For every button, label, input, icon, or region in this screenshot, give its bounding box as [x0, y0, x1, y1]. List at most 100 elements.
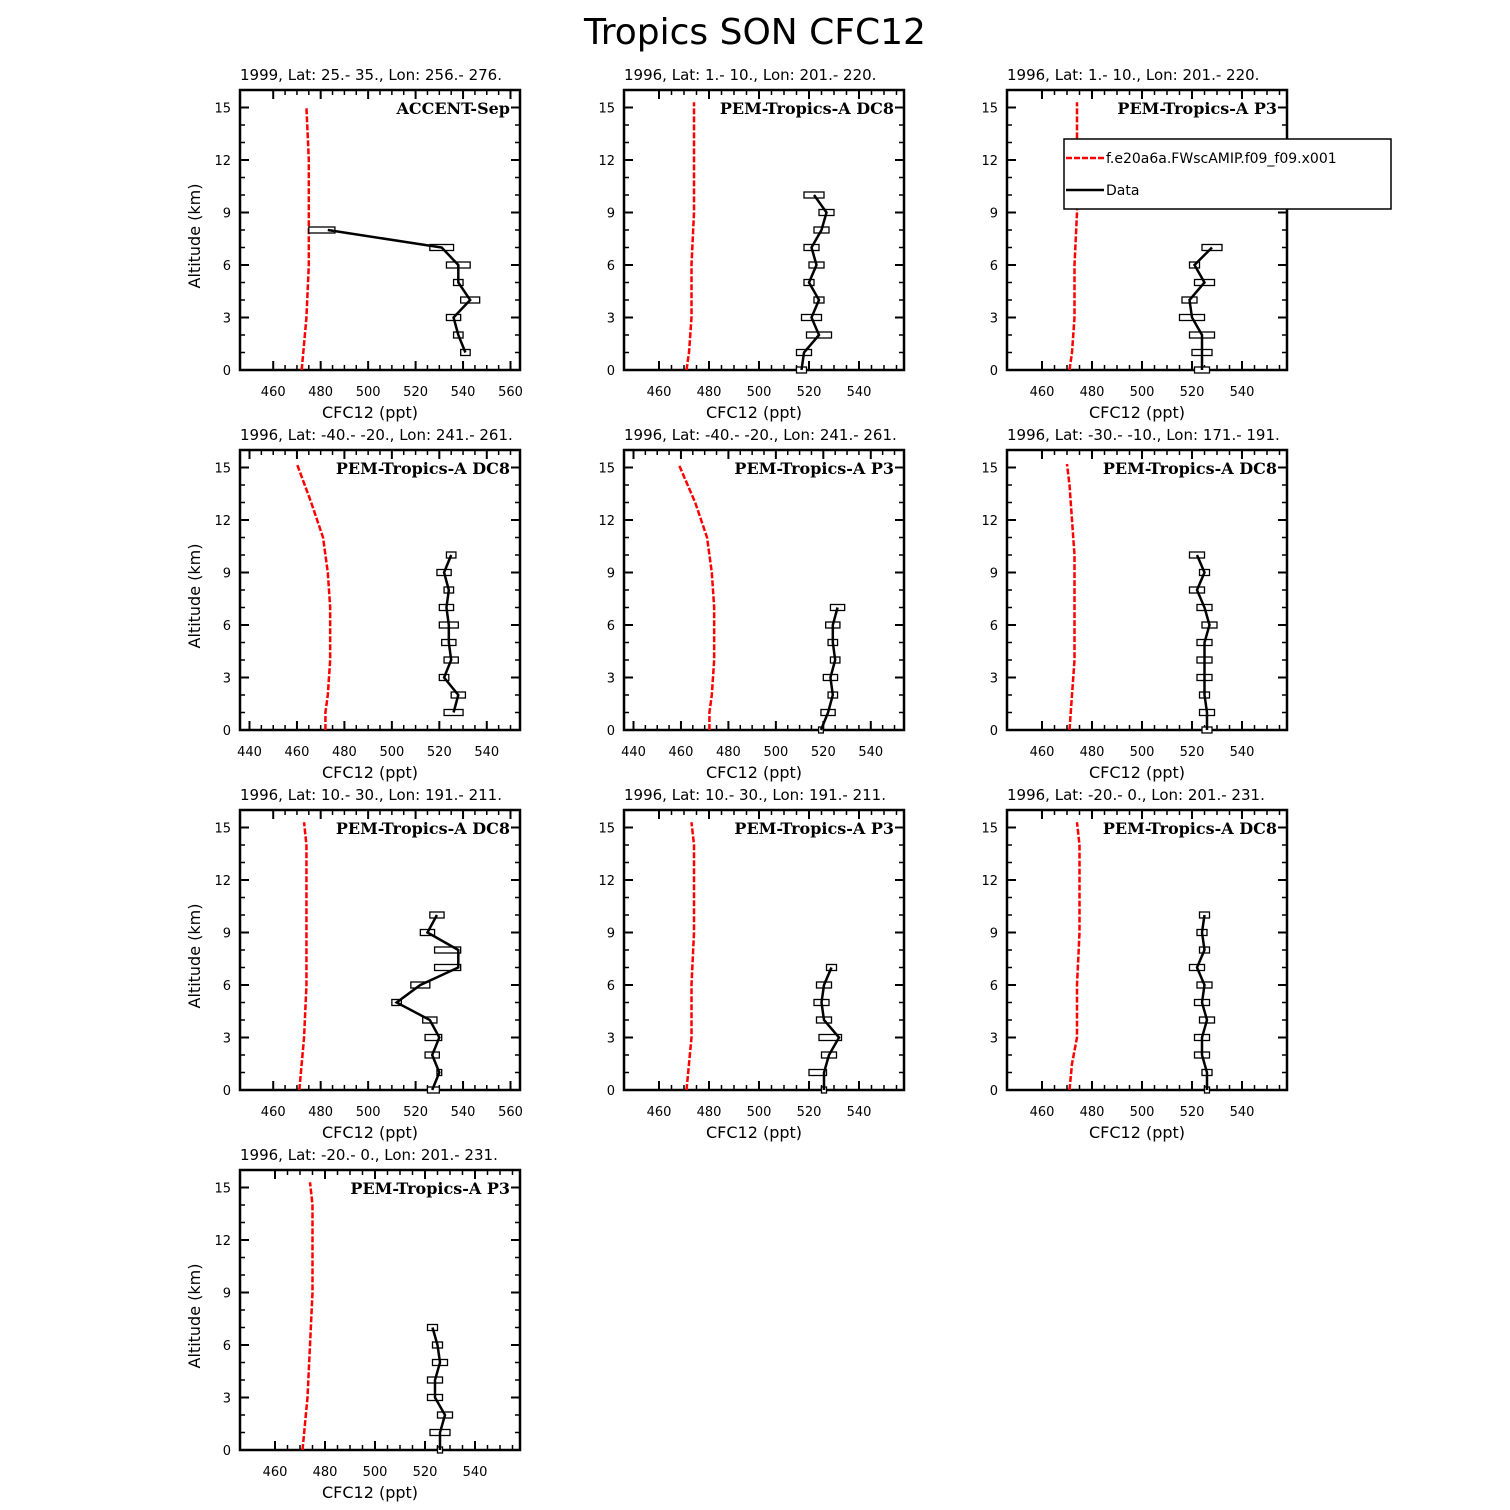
- x-axis-label: CFC12 (ppt): [1089, 403, 1185, 422]
- x-tick-label: 460: [1030, 385, 1055, 400]
- data-line: [800, 194, 828, 371]
- y-tick-label: 15: [214, 822, 231, 837]
- x-tick-label: 460: [1030, 1105, 1055, 1120]
- y-tick-label: 3: [607, 672, 615, 687]
- campaign-label: PEM-Tropics-A DC8: [1103, 819, 1277, 838]
- y-tick-label: 15: [981, 822, 998, 837]
- y-tick-label: 12: [598, 154, 615, 169]
- y-tick-label: 9: [990, 567, 998, 582]
- panel-2: 0 3 6 9 12 15 460 480 500 520 540 1996, Lat: 1.- 10…: [598, 66, 906, 422]
- plot-frame: [1005, 808, 1289, 1092]
- x-tick-label: 480: [332, 745, 357, 760]
- x-tick-label: 460: [1030, 745, 1055, 760]
- x-tick-label: 480: [1080, 385, 1105, 400]
- data-line: [820, 967, 841, 1090]
- x-tick-label: 500: [747, 385, 772, 400]
- x-tick-label: 500: [356, 1105, 381, 1120]
- y-tick-label: 12: [214, 514, 231, 529]
- panel-subtitle: 1996, Lat: -20.- 0., Lon: 201.- 231.: [240, 1146, 498, 1164]
- x-tick-label: 480: [716, 745, 741, 760]
- y-axis-label: Altitude (km): [185, 544, 204, 649]
- y-tick-label: 6: [607, 619, 615, 634]
- x-tick-label: 500: [747, 1105, 772, 1120]
- y-tick-label: 15: [981, 462, 998, 477]
- y-tick-label: 9: [607, 207, 615, 222]
- y-tick-label: 9: [223, 567, 231, 582]
- x-tick-label: 500: [356, 385, 381, 400]
- plot-frame: [622, 88, 906, 372]
- x-tick-label: 520: [1180, 385, 1205, 400]
- x-tick-label: 440: [237, 745, 262, 760]
- y-tick-label: 12: [598, 874, 615, 889]
- x-tick-label: 540: [847, 1105, 872, 1120]
- y-tick-label: 12: [214, 1234, 231, 1249]
- y-tick-label: 6: [223, 979, 231, 994]
- x-tick-label: 540: [847, 385, 872, 400]
- legend: f.e20a6a.FWscAMIP.f09_f09.x001 Data: [1063, 138, 1392, 210]
- x-axis-label: CFC12 (ppt): [1089, 1123, 1185, 1142]
- x-tick-label: 460: [261, 1105, 286, 1120]
- legend-data-label: Data: [1106, 183, 1139, 199]
- panel-subtitle: 1996, Lat: 1.- 10., Lon: 201.- 220.: [624, 66, 876, 84]
- y-tick-label: 0: [990, 364, 998, 379]
- x-tick-label: 560: [498, 385, 523, 400]
- model-line: [677, 463, 716, 730]
- y-tick-label: 6: [990, 979, 998, 994]
- x-axis-label: CFC12 (ppt): [322, 1123, 418, 1142]
- model-line: [295, 463, 332, 730]
- x-axis-label: CFC12 (ppt): [706, 1123, 802, 1142]
- x-tick-label: 500: [1130, 1105, 1155, 1120]
- y-tick-label: 6: [990, 619, 998, 634]
- panel-subtitle: 1996, Lat: -40.- -20., Lon: 241.- 261.: [240, 426, 513, 444]
- x-tick-label: 500: [1130, 745, 1155, 760]
- y-tick-label: 9: [607, 927, 615, 942]
- y-tick-label: 15: [981, 102, 998, 117]
- panel-4: 0 3 6 9 12 15 440 460 480 500 520 540 1996, Lat: -40…: [185, 426, 522, 782]
- x-tick-label: 480: [308, 385, 333, 400]
- y-tick-label: 3: [223, 672, 231, 687]
- panel-subtitle: 1996, Lat: -40.- -20., Lon: 241.- 261.: [624, 426, 897, 444]
- plot-frame: [238, 1168, 522, 1452]
- panel-8: 0 3 6 9 12 15 460 480 500 520 540 1996, Lat: 10.- 3…: [598, 786, 906, 1142]
- data-line: [1195, 914, 1209, 1090]
- x-tick-label: 540: [451, 1105, 476, 1120]
- y-tick-label: 0: [607, 724, 615, 739]
- y-tick-label: 3: [990, 672, 998, 687]
- panel-subtitle: 1996, Lat: 1.- 10., Lon: 201.- 220.: [1007, 66, 1259, 84]
- y-tick-label: 0: [223, 1444, 231, 1459]
- y-tick-label: 9: [223, 207, 231, 222]
- panel-9: 0 3 6 9 12 15 460 480 500 520 540 1996, Lat: -20.- …: [981, 786, 1289, 1142]
- legend-box: [1063, 138, 1392, 210]
- y-tick-label: 12: [981, 874, 998, 889]
- y-tick-label: 3: [990, 1032, 998, 1047]
- data-error-box: [424, 1033, 443, 1042]
- data-line: [1188, 246, 1213, 370]
- y-axis-label: Altitude (km): [185, 1264, 204, 1369]
- data-error-box: [808, 1068, 828, 1077]
- y-tick-label: 9: [223, 1287, 231, 1302]
- model-line: [1068, 102, 1079, 371]
- x-tick-label: 520: [797, 1105, 822, 1120]
- x-tick-label: 520: [413, 1465, 438, 1480]
- x-tick-label: 480: [313, 1465, 338, 1480]
- x-tick-label: 500: [379, 745, 404, 760]
- y-tick-label: 0: [990, 1084, 998, 1099]
- y-tick-label: 3: [990, 312, 998, 327]
- x-tick-label: 480: [697, 385, 722, 400]
- data-line: [442, 554, 460, 713]
- x-tick-label: 520: [797, 385, 822, 400]
- y-tick-label: 15: [214, 462, 231, 477]
- y-tick-label: 12: [981, 514, 998, 529]
- x-tick-label: 460: [647, 385, 672, 400]
- y-tick-label: 0: [990, 724, 998, 739]
- y-tick-label: 12: [214, 154, 231, 169]
- y-tick-label: 15: [214, 102, 231, 117]
- y-tick-label: 9: [223, 927, 231, 942]
- data-line: [327, 228, 472, 353]
- campaign-label: PEM-Tropics-A P3: [350, 1179, 510, 1198]
- plot-frame: [1005, 88, 1289, 372]
- model-line: [298, 822, 308, 1091]
- x-tick-label: 520: [427, 745, 452, 760]
- y-tick-label: 6: [223, 1339, 231, 1354]
- x-tick-label: 480: [308, 1105, 333, 1120]
